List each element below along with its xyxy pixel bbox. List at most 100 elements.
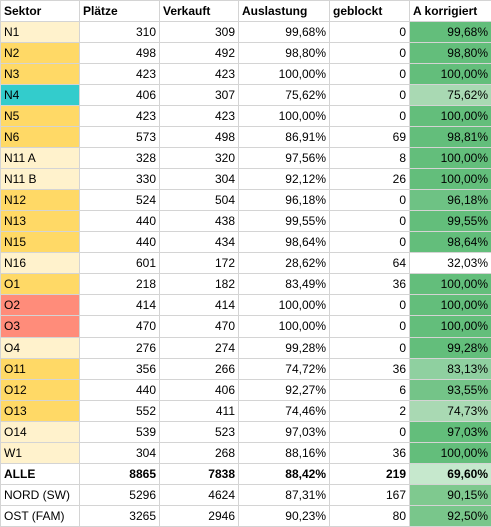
cell-auslastung[interactable]: 99,55%: [239, 211, 330, 232]
cell-verkauft[interactable]: 434: [160, 232, 239, 253]
cell-plaetze[interactable]: 218: [80, 274, 160, 295]
cell-verkauft[interactable]: 414: [160, 295, 239, 316]
cell-sektor[interactable]: N2: [1, 43, 80, 64]
cell-geblockt[interactable]: 80: [330, 505, 410, 526]
cell-korrigiert[interactable]: 90,15%: [410, 484, 491, 505]
header-plaetze[interactable]: Plätze: [80, 1, 160, 22]
cell-korrigiert[interactable]: 99,68%: [410, 22, 491, 43]
cell-geblockt[interactable]: 0: [330, 316, 410, 337]
cell-verkauft[interactable]: 411: [160, 400, 239, 421]
cell-plaetze[interactable]: 498: [80, 43, 160, 64]
cell-korrigiert[interactable]: 83,13%: [410, 358, 491, 379]
cell-auslastung[interactable]: 97,56%: [239, 148, 330, 169]
cell-verkauft[interactable]: 523: [160, 421, 239, 442]
cell-plaetze[interactable]: 3265: [80, 505, 160, 526]
cell-geblockt[interactable]: 0: [330, 43, 410, 64]
cell-auslastung[interactable]: 28,62%: [239, 253, 330, 274]
cell-geblockt[interactable]: 0: [330, 421, 410, 442]
cell-verkauft[interactable]: 470: [160, 316, 239, 337]
cell-plaetze[interactable]: 552: [80, 400, 160, 421]
cell-auslastung[interactable]: 99,28%: [239, 337, 330, 358]
cell-auslastung[interactable]: 88,16%: [239, 442, 330, 463]
cell-sektor[interactable]: N11 B: [1, 169, 80, 190]
cell-korrigiert[interactable]: 100,00%: [410, 442, 491, 463]
cell-geblockt[interactable]: 0: [330, 22, 410, 43]
cell-geblockt[interactable]: 0: [330, 211, 410, 232]
cell-auslastung[interactable]: 100,00%: [239, 295, 330, 316]
cell-geblockt[interactable]: 36: [330, 442, 410, 463]
cell-sektor[interactable]: N6: [1, 127, 80, 148]
cell-korrigiert[interactable]: 75,62%: [410, 85, 491, 106]
cell-plaetze[interactable]: 539: [80, 421, 160, 442]
cell-auslastung[interactable]: 88,42%: [239, 463, 330, 484]
cell-plaetze[interactable]: 406: [80, 85, 160, 106]
cell-korrigiert[interactable]: 100,00%: [410, 295, 491, 316]
cell-verkauft[interactable]: 504: [160, 190, 239, 211]
cell-verkauft[interactable]: 492: [160, 43, 239, 64]
cell-verkauft[interactable]: 268: [160, 442, 239, 463]
cell-sektor[interactable]: NORD (SW): [1, 484, 80, 505]
cell-geblockt[interactable]: 36: [330, 358, 410, 379]
cell-plaetze[interactable]: 8865: [80, 463, 160, 484]
cell-auslastung[interactable]: 98,64%: [239, 232, 330, 253]
cell-auslastung[interactable]: 75,62%: [239, 85, 330, 106]
cell-korrigiert[interactable]: 100,00%: [410, 316, 491, 337]
cell-verkauft[interactable]: 172: [160, 253, 239, 274]
cell-geblockt[interactable]: 0: [330, 85, 410, 106]
cell-sektor[interactable]: OST (FAM): [1, 505, 80, 526]
cell-plaetze[interactable]: 328: [80, 148, 160, 169]
cell-korrigiert[interactable]: 92,50%: [410, 505, 491, 526]
cell-auslastung[interactable]: 87,31%: [239, 484, 330, 505]
cell-geblockt[interactable]: 0: [330, 295, 410, 316]
cell-sektor[interactable]: O3: [1, 316, 80, 337]
cell-geblockt[interactable]: 36: [330, 274, 410, 295]
cell-plaetze[interactable]: 356: [80, 358, 160, 379]
cell-geblockt[interactable]: 167: [330, 484, 410, 505]
cell-auslastung[interactable]: 74,46%: [239, 400, 330, 421]
cell-korrigiert[interactable]: 98,81%: [410, 127, 491, 148]
cell-plaetze[interactable]: 601: [80, 253, 160, 274]
cell-verkauft[interactable]: 307: [160, 85, 239, 106]
cell-auslastung[interactable]: 92,12%: [239, 169, 330, 190]
cell-sektor[interactable]: ALLE: [1, 463, 80, 484]
cell-plaetze[interactable]: 330: [80, 169, 160, 190]
header-auslastung[interactable]: Auslastung: [239, 1, 330, 22]
header-korrigiert[interactable]: A korrigiert: [410, 1, 491, 22]
cell-verkauft[interactable]: 304: [160, 169, 239, 190]
cell-plaetze[interactable]: 310: [80, 22, 160, 43]
cell-verkauft[interactable]: 423: [160, 64, 239, 85]
cell-auslastung[interactable]: 100,00%: [239, 64, 330, 85]
cell-verkauft[interactable]: 182: [160, 274, 239, 295]
cell-korrigiert[interactable]: 100,00%: [410, 148, 491, 169]
cell-auslastung[interactable]: 92,27%: [239, 379, 330, 400]
cell-korrigiert[interactable]: 96,18%: [410, 190, 491, 211]
cell-verkauft[interactable]: 274: [160, 337, 239, 358]
cell-verkauft[interactable]: 7838: [160, 463, 239, 484]
cell-sektor[interactable]: N1: [1, 22, 80, 43]
cell-auslastung[interactable]: 74,72%: [239, 358, 330, 379]
cell-korrigiert[interactable]: 74,73%: [410, 400, 491, 421]
cell-plaetze[interactable]: 423: [80, 64, 160, 85]
cell-auslastung[interactable]: 86,91%: [239, 127, 330, 148]
cell-verkauft[interactable]: 406: [160, 379, 239, 400]
cell-geblockt[interactable]: 219: [330, 463, 410, 484]
cell-verkauft[interactable]: 4624: [160, 484, 239, 505]
cell-geblockt[interactable]: 0: [330, 106, 410, 127]
cell-korrigiert[interactable]: 93,55%: [410, 379, 491, 400]
cell-auslastung[interactable]: 98,80%: [239, 43, 330, 64]
cell-sektor[interactable]: N3: [1, 64, 80, 85]
cell-plaetze[interactable]: 276: [80, 337, 160, 358]
cell-sektor[interactable]: N12: [1, 190, 80, 211]
cell-korrigiert[interactable]: 100,00%: [410, 64, 491, 85]
header-sektor[interactable]: Sektor: [1, 1, 80, 22]
cell-sektor[interactable]: O14: [1, 421, 80, 442]
cell-geblockt[interactable]: 0: [330, 64, 410, 85]
cell-sektor[interactable]: O2: [1, 295, 80, 316]
cell-sektor[interactable]: N11 A: [1, 148, 80, 169]
cell-korrigiert[interactable]: 98,80%: [410, 43, 491, 64]
cell-korrigiert[interactable]: 97,03%: [410, 421, 491, 442]
cell-sektor[interactable]: O13: [1, 400, 80, 421]
cell-korrigiert[interactable]: 99,28%: [410, 337, 491, 358]
cell-korrigiert[interactable]: 100,00%: [410, 106, 491, 127]
cell-sektor[interactable]: N13: [1, 211, 80, 232]
